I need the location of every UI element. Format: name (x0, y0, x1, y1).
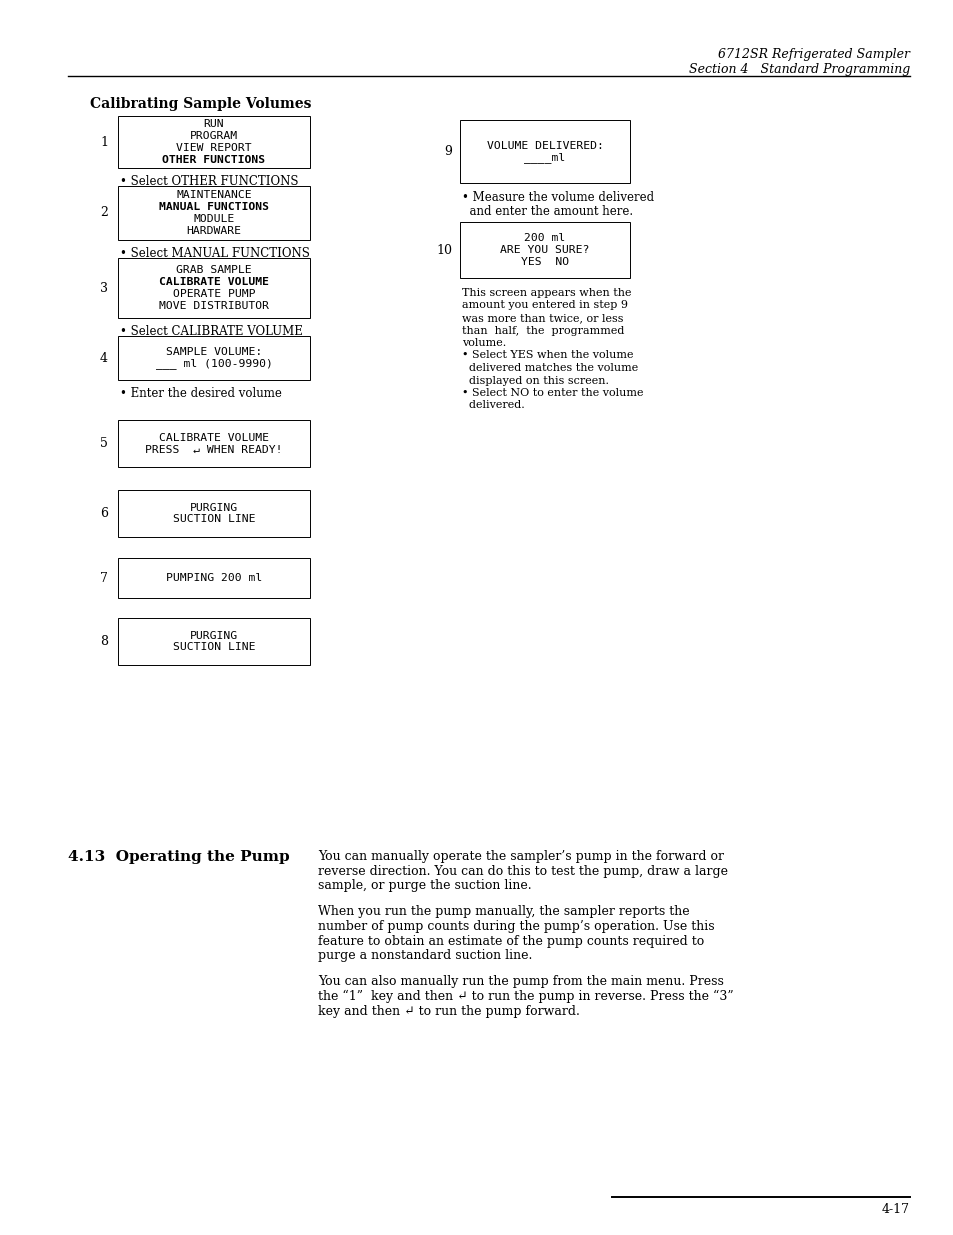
Text: PRESS  ↵ WHEN READY!: PRESS ↵ WHEN READY! (145, 445, 282, 454)
Text: HARDWARE: HARDWARE (186, 226, 241, 236)
Text: and enter the amount here.: and enter the amount here. (461, 205, 633, 219)
Text: number of pump counts during the pump’s operation. Use this: number of pump counts during the pump’s … (317, 920, 714, 932)
Text: 9: 9 (444, 144, 452, 158)
Text: You can also manually run the pump from the main menu. Press: You can also manually run the pump from … (317, 976, 723, 988)
Text: YES  NO: YES NO (520, 257, 569, 267)
Text: MOVE DISTRIBUTOR: MOVE DISTRIBUTOR (159, 301, 269, 311)
Text: PUMPING 200 ml: PUMPING 200 ml (166, 573, 262, 583)
Text: PURGING: PURGING (190, 631, 238, 641)
Bar (118, 490, 310, 537)
Bar (118, 186, 310, 240)
Text: ___ ml (100-9990): ___ ml (100-9990) (155, 358, 273, 369)
Text: MAINTENANCE: MAINTENANCE (176, 190, 252, 200)
Text: GRAB SAMPLE: GRAB SAMPLE (176, 266, 252, 275)
Text: SUCTION LINE: SUCTION LINE (172, 515, 255, 525)
Text: 6712SR Refrigerated Sampler: 6712SR Refrigerated Sampler (718, 48, 909, 61)
Text: MODULE: MODULE (193, 214, 234, 224)
Text: 200 ml: 200 ml (524, 233, 565, 243)
Text: • Select MANUAL FUNCTIONS: • Select MANUAL FUNCTIONS (120, 247, 310, 261)
Text: RUN: RUN (204, 119, 224, 130)
Text: VIEW REPORT: VIEW REPORT (176, 143, 252, 153)
Text: PROGRAM: PROGRAM (190, 131, 238, 141)
Text: • Select YES when the volume: • Select YES when the volume (461, 351, 633, 361)
Text: 4: 4 (100, 352, 108, 364)
Text: VOLUME DELIVERED:: VOLUME DELIVERED: (486, 141, 603, 151)
Bar (118, 116, 310, 168)
Text: ____ml: ____ml (524, 152, 565, 163)
Text: key and then ↵ to run the pump forward.: key and then ↵ to run the pump forward. (317, 1004, 579, 1018)
Text: • Select NO to enter the volume: • Select NO to enter the volume (461, 388, 643, 398)
Text: • Enter the desired volume: • Enter the desired volume (120, 387, 281, 400)
Bar (118, 336, 310, 380)
Text: ARE YOU SURE?: ARE YOU SURE? (499, 245, 589, 254)
Text: was more than twice, or less: was more than twice, or less (461, 312, 623, 324)
Bar (459, 222, 629, 278)
Text: 5: 5 (100, 437, 108, 450)
Text: feature to obtain an estimate of the pump counts required to: feature to obtain an estimate of the pum… (317, 935, 703, 947)
Text: volume.: volume. (461, 338, 506, 348)
Text: • Select OTHER FUNCTIONS: • Select OTHER FUNCTIONS (120, 175, 298, 188)
Text: 4-17: 4-17 (882, 1203, 909, 1216)
Text: You can manually operate the sampler’s pump in the forward or: You can manually operate the sampler’s p… (317, 850, 723, 863)
Text: sample, or purge the suction line.: sample, or purge the suction line. (317, 879, 531, 892)
Bar (118, 618, 310, 664)
Text: Section 4   Standard Programming: Section 4 Standard Programming (688, 63, 909, 77)
Text: PURGING: PURGING (190, 503, 238, 513)
Text: 10: 10 (436, 243, 452, 257)
Text: Calibrating Sample Volumes: Calibrating Sample Volumes (90, 98, 312, 111)
Text: MANUAL FUNCTIONS: MANUAL FUNCTIONS (159, 203, 269, 212)
Text: 1: 1 (100, 136, 108, 148)
Text: purge a nonstandard suction line.: purge a nonstandard suction line. (317, 948, 532, 962)
Text: 6: 6 (100, 508, 108, 520)
Bar (118, 420, 310, 467)
Bar (118, 558, 310, 598)
Text: amount you entered in step 9: amount you entered in step 9 (461, 300, 627, 310)
Text: CALIBRATE VOLUME: CALIBRATE VOLUME (159, 432, 269, 442)
Text: SUCTION LINE: SUCTION LINE (172, 642, 255, 652)
Text: delivered matches the volume: delivered matches the volume (461, 363, 638, 373)
Text: When you run the pump manually, the sampler reports the: When you run the pump manually, the samp… (317, 905, 689, 919)
Text: 4.13  Operating the Pump: 4.13 Operating the Pump (68, 850, 290, 864)
Text: 7: 7 (100, 572, 108, 584)
Bar (459, 120, 629, 183)
Text: the “1”  key and then ↵ to run the pump in reverse. Press the “3”: the “1” key and then ↵ to run the pump i… (317, 990, 733, 1003)
Text: This screen appears when the: This screen appears when the (461, 288, 631, 298)
Text: • Measure the volume delivered: • Measure the volume delivered (461, 191, 654, 204)
Text: OPERATE PUMP: OPERATE PUMP (172, 289, 255, 299)
Text: reverse direction. You can do this to test the pump, draw a large: reverse direction. You can do this to te… (317, 864, 727, 878)
Text: 3: 3 (100, 282, 108, 294)
Text: 8: 8 (100, 635, 108, 648)
Text: delivered.: delivered. (461, 400, 524, 410)
Text: 2: 2 (100, 206, 108, 220)
Bar (118, 258, 310, 317)
Text: SAMPLE VOLUME:: SAMPLE VOLUME: (166, 347, 262, 357)
Text: • Select CALIBRATE VOLUME: • Select CALIBRATE VOLUME (120, 325, 302, 338)
Text: OTHER FUNCTIONS: OTHER FUNCTIONS (162, 154, 265, 164)
Text: displayed on this screen.: displayed on this screen. (461, 375, 608, 385)
Text: CALIBRATE VOLUME: CALIBRATE VOLUME (159, 277, 269, 287)
Text: than  half,  the  programmed: than half, the programmed (461, 326, 623, 336)
